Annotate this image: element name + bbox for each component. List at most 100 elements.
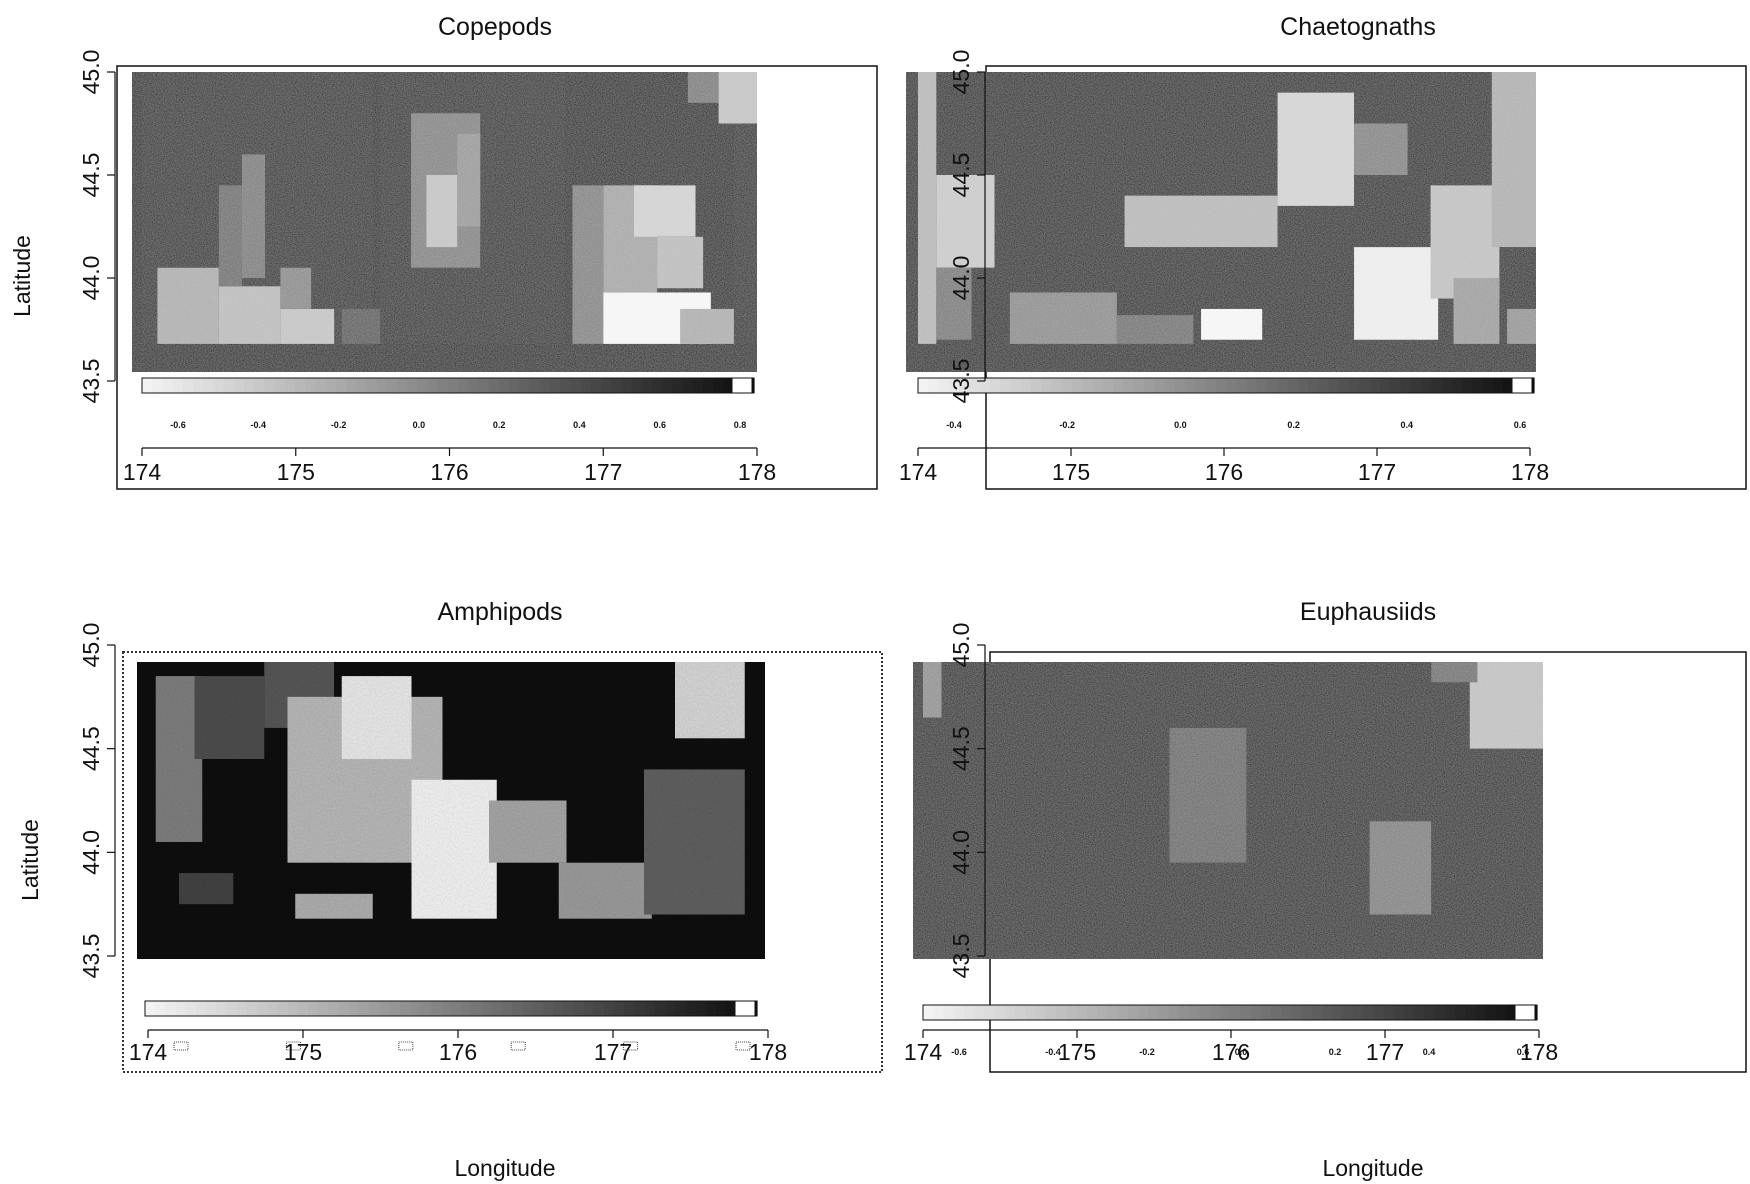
colorbar-segment <box>175 1001 187 1016</box>
colorbar-segment <box>682 378 694 393</box>
colorbar-segment <box>675 1001 687 1016</box>
colorbar-frame <box>917 377 1535 394</box>
colorbar-segment <box>948 378 960 393</box>
colorbar-segment <box>1308 378 1319 393</box>
colorbar-segment <box>440 1001 452 1016</box>
colorbar-segment <box>601 378 612 393</box>
colorbar-segment <box>427 378 439 393</box>
x-tick-label: 176 <box>439 1039 477 1065</box>
colorbar-segment <box>1230 1005 1241 1020</box>
y-tick-label: 43.5 <box>948 934 974 979</box>
colorbar-segment <box>1414 1005 1426 1020</box>
colorbar-segment <box>335 378 347 393</box>
x-tick-label: 174 <box>899 459 938 485</box>
colorbar-tick-label: 0.4 <box>1423 1047 1436 1057</box>
colorbar-segment <box>611 378 622 393</box>
heatmap <box>913 662 1543 959</box>
colorbar-segment <box>655 1001 666 1016</box>
colorbar-segment <box>1066 1005 1078 1020</box>
panel-amphipods: Amphipods Latitude Longitude 174 175 176 17… <box>17 598 883 1181</box>
heatmap-cell <box>341 676 412 760</box>
colorbar-segment <box>1051 378 1063 393</box>
colorbar-segment <box>193 378 204 393</box>
colorbar-segment <box>1444 1005 1456 1020</box>
colorbar-segment <box>1154 378 1165 393</box>
colorbar-segment <box>1086 1005 1098 1020</box>
colorbar-segment <box>152 378 163 393</box>
colorbar-segment <box>1475 1005 1487 1020</box>
colorbar-segment <box>994 1005 1006 1020</box>
colorbar-segment <box>923 1005 934 1020</box>
colorbar-segment <box>1174 378 1186 393</box>
colorbar-segment <box>264 378 276 393</box>
colorbar-segment <box>247 1001 258 1016</box>
colorbar-segment <box>338 1001 350 1016</box>
colorbar-tick-mark <box>285 1041 301 1051</box>
colorbar-segment <box>325 378 337 393</box>
colorbar-segment <box>519 378 531 393</box>
colorbar-segment <box>1318 378 1330 393</box>
heatmap-cell <box>426 175 458 248</box>
panel-title: Euphausiids <box>1300 598 1436 626</box>
colorbar-segment <box>1045 1005 1057 1020</box>
colorbar-segment <box>1113 378 1124 393</box>
heatmap-cell <box>489 800 567 863</box>
heatmap-cell <box>936 267 972 340</box>
colorbar-segment <box>182 378 194 393</box>
colorbar-tick-label: 0.0 <box>1235 1047 1248 1057</box>
colorbar-segment <box>277 1001 289 1016</box>
heatmap-cell <box>194 676 265 760</box>
colorbar-segment <box>573 1001 585 1016</box>
colorbar-segment <box>287 1001 299 1016</box>
colorbar-segment <box>1465 1005 1477 1020</box>
heatmap-cell <box>1491 72 1536 248</box>
y-tick-label: 44.5 <box>78 153 104 198</box>
colorbar-segment <box>284 378 296 393</box>
colorbar-segment <box>553 1001 564 1016</box>
colorbar-segment <box>1199 1005 1211 1020</box>
colorbar-tick-label: -0.2 <box>331 420 347 430</box>
colorbar-segment <box>624 1001 636 1016</box>
colorbar-segment <box>1383 1005 1395 1020</box>
colorbar-segment <box>1291 1005 1303 1020</box>
colorbar-segment <box>410 1001 421 1016</box>
colorbar-segment <box>1472 378 1484 393</box>
colorbar-tick-label: 0.2 <box>493 420 506 430</box>
colorbar-segment <box>1256 378 1268 393</box>
colorbar-segment <box>213 378 225 393</box>
y-axis-label: Latitude <box>9 235 35 317</box>
colorbar-segment <box>142 378 153 393</box>
colorbar-segment <box>1133 378 1145 393</box>
colorbar-segment <box>1158 1005 1170 1020</box>
heatmap-cell <box>1124 195 1278 248</box>
colorbar-tick-label: 0.2 <box>1287 420 1300 430</box>
colorbar-segment <box>420 1001 432 1016</box>
colorbar-segment <box>532 1001 544 1016</box>
colorbar-segment <box>1373 1005 1385 1020</box>
colorbar-tick-label: -0.4 <box>1045 1047 1061 1057</box>
colorbar-segment <box>1004 1005 1016 1020</box>
colorbar-segment <box>614 1001 625 1016</box>
colorbar-segment <box>979 378 991 393</box>
colorbar: -0.6 -0.4 -0.2 0.0 0.2 0.4 0.6 0.8 <box>141 377 755 430</box>
colorbar-segment <box>458 378 469 393</box>
colorbar-tick-label: 0.6 <box>1514 420 1527 430</box>
colorbar-segment <box>1380 378 1391 393</box>
x-tick-label: 176 <box>1205 459 1243 485</box>
heatmap-cell <box>218 185 242 287</box>
colorbar-segment <box>1338 378 1350 393</box>
colorbar-tick-mark <box>623 1041 639 1051</box>
colorbar-segment <box>318 1001 330 1016</box>
colorbar-segment <box>529 378 541 393</box>
heatmap-cell <box>1354 123 1408 175</box>
colorbar-tick-label: -0.6 <box>951 1047 967 1057</box>
colorbar-tick-label: -0.2 <box>1059 420 1075 430</box>
heatmap-cell <box>733 72 757 344</box>
y-tick-label: 44.0 <box>78 256 104 301</box>
colorbar-segment <box>1000 378 1011 393</box>
colorbar: -0.4 -0.2 0.0 0.2 0.4 0.6 <box>917 377 1535 430</box>
colorbar-segment <box>583 1001 595 1016</box>
colorbar-segment <box>1400 378 1412 393</box>
panel-copepods: Copepods Latitude -0.6 -0.4 -0.2 0.0 0.2 0.4 0… <box>9 13 878 490</box>
x-tick-label: 174 <box>129 1039 168 1065</box>
